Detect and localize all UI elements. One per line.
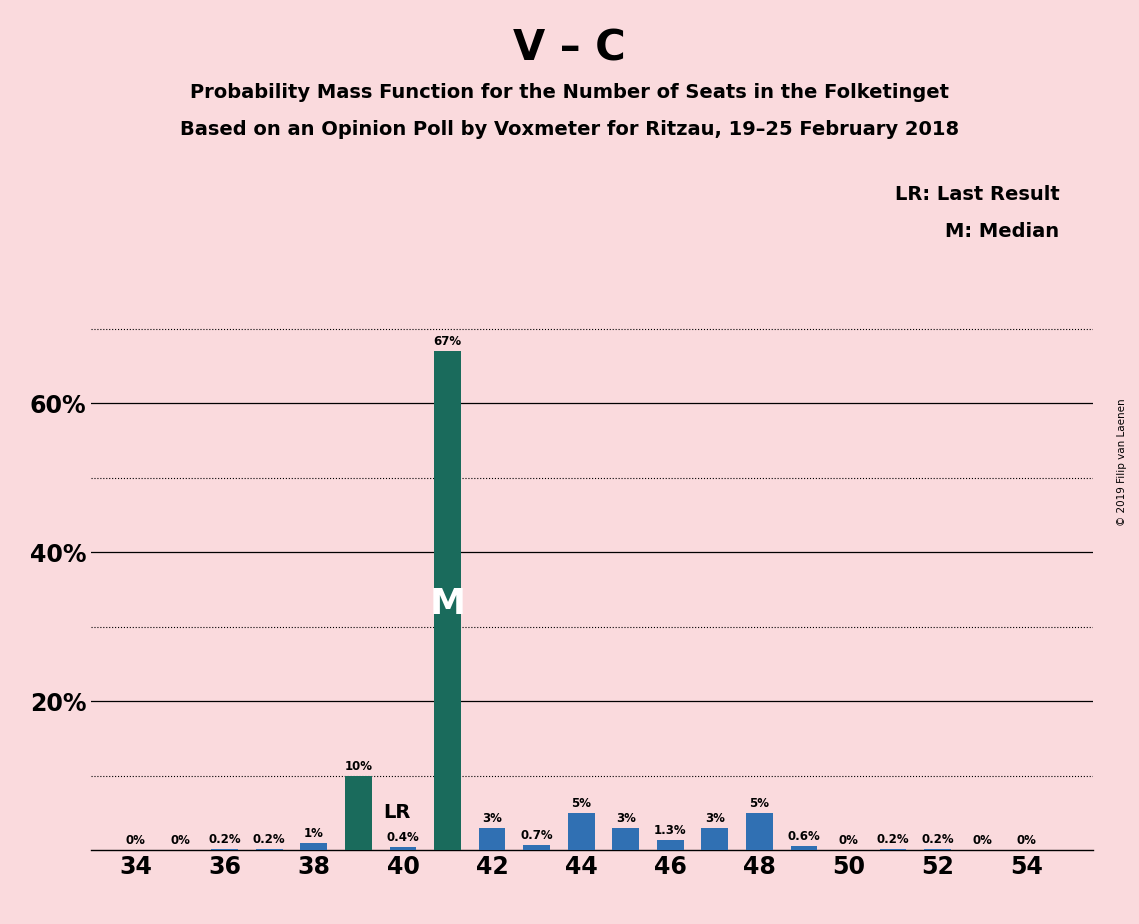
- Bar: [924, 848, 951, 850]
- Text: 0.6%: 0.6%: [787, 830, 820, 843]
- Bar: [746, 813, 772, 850]
- Text: 1%: 1%: [304, 827, 323, 840]
- Text: 0.4%: 0.4%: [386, 831, 419, 845]
- Bar: [345, 775, 371, 850]
- Bar: [613, 828, 639, 850]
- Text: 3%: 3%: [482, 812, 502, 825]
- Bar: [567, 813, 595, 850]
- Text: 0.7%: 0.7%: [521, 829, 552, 842]
- Text: Probability Mass Function for the Number of Seats in the Folketinget: Probability Mass Function for the Number…: [190, 83, 949, 103]
- Bar: [301, 843, 327, 850]
- Text: © 2019 Filip van Laenen: © 2019 Filip van Laenen: [1117, 398, 1126, 526]
- Text: 5%: 5%: [749, 796, 769, 809]
- Text: 5%: 5%: [571, 796, 591, 809]
- Bar: [523, 845, 550, 850]
- Text: 0.2%: 0.2%: [253, 833, 286, 845]
- Bar: [434, 351, 461, 850]
- Text: 0%: 0%: [170, 834, 190, 847]
- Bar: [657, 841, 683, 850]
- Bar: [879, 848, 907, 850]
- Bar: [702, 828, 728, 850]
- Text: 3%: 3%: [616, 812, 636, 825]
- Text: 3%: 3%: [705, 812, 724, 825]
- Text: 1.3%: 1.3%: [654, 824, 687, 837]
- Text: 0.2%: 0.2%: [208, 833, 241, 845]
- Text: Based on an Opinion Poll by Voxmeter for Ritzau, 19–25 February 2018: Based on an Opinion Poll by Voxmeter for…: [180, 120, 959, 140]
- Bar: [478, 828, 506, 850]
- Text: 0.2%: 0.2%: [921, 833, 953, 845]
- Text: LR: Last Result: LR: Last Result: [894, 185, 1059, 204]
- Text: LR: LR: [383, 803, 410, 822]
- Text: M: Median: M: Median: [945, 222, 1059, 241]
- Text: 0%: 0%: [125, 834, 146, 847]
- Text: 0.2%: 0.2%: [877, 833, 909, 845]
- Bar: [212, 848, 238, 850]
- Bar: [256, 848, 282, 850]
- Bar: [390, 847, 417, 850]
- Text: 0%: 0%: [838, 834, 859, 847]
- Bar: [790, 845, 818, 850]
- Text: V – C: V – C: [514, 28, 625, 69]
- Text: M: M: [429, 588, 466, 622]
- Text: 0%: 0%: [1017, 834, 1036, 847]
- Text: 0%: 0%: [972, 834, 992, 847]
- Text: 67%: 67%: [434, 335, 461, 348]
- Text: 10%: 10%: [344, 760, 372, 772]
